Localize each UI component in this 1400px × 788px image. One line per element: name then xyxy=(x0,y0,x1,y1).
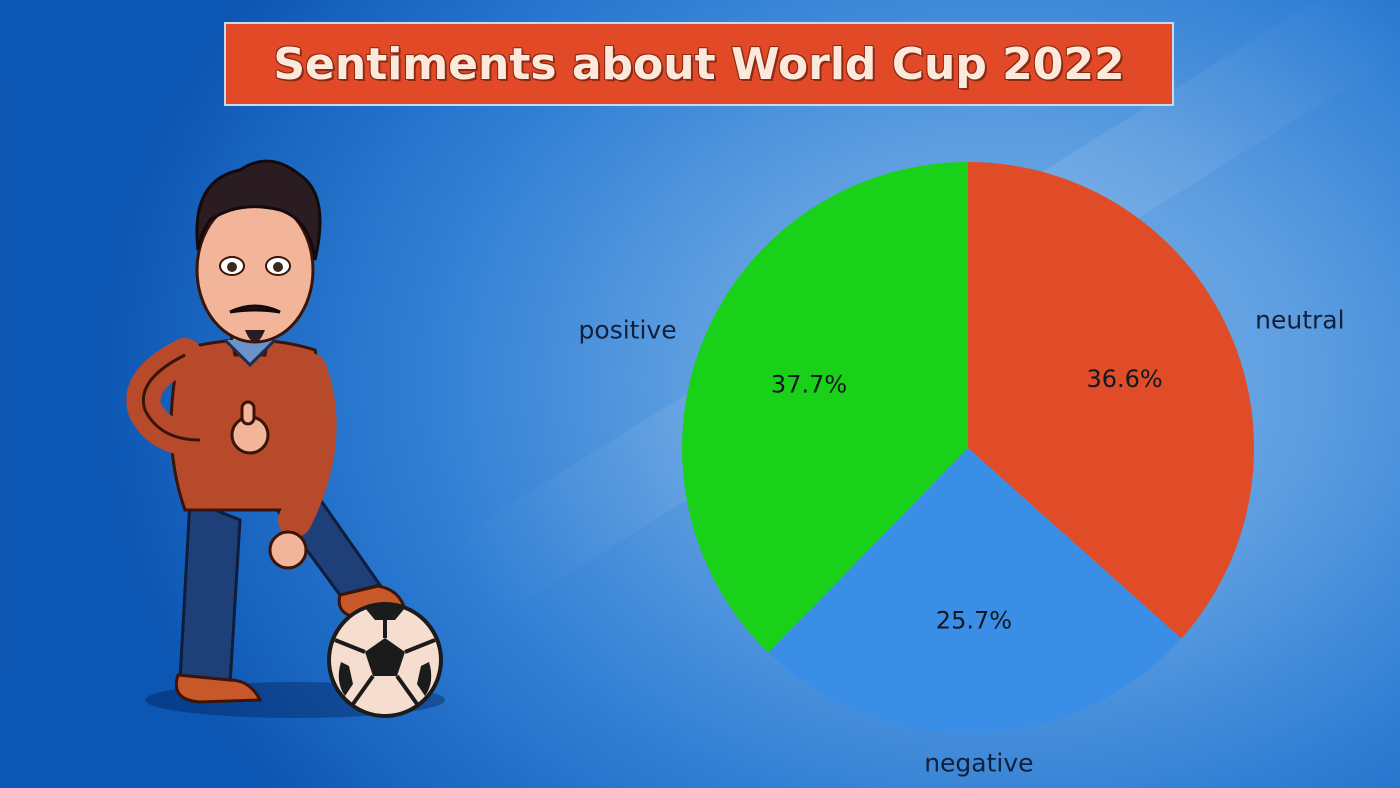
soccer-ball-icon xyxy=(327,602,443,718)
pie-label-positive: positive xyxy=(579,315,677,344)
pie-slice-positive xyxy=(682,162,968,653)
avatar-icon xyxy=(120,140,480,740)
pie-label-neutral: neutral xyxy=(1255,305,1344,334)
pie-label-negative: negative xyxy=(924,748,1033,777)
pie-slice-negative xyxy=(768,448,1182,734)
chart-title: Sentiments about World Cup 2022 xyxy=(273,38,1125,90)
pie-pct-label-neutral: 36.6% xyxy=(1086,365,1162,393)
pie-pct-label-positive: 37.7% xyxy=(771,370,847,398)
pie-pct-label-negative: 25.7% xyxy=(936,606,1012,634)
pie-slice-neutral xyxy=(968,162,1254,639)
title-banner: Sentiments about World Cup 2022 xyxy=(224,22,1174,106)
